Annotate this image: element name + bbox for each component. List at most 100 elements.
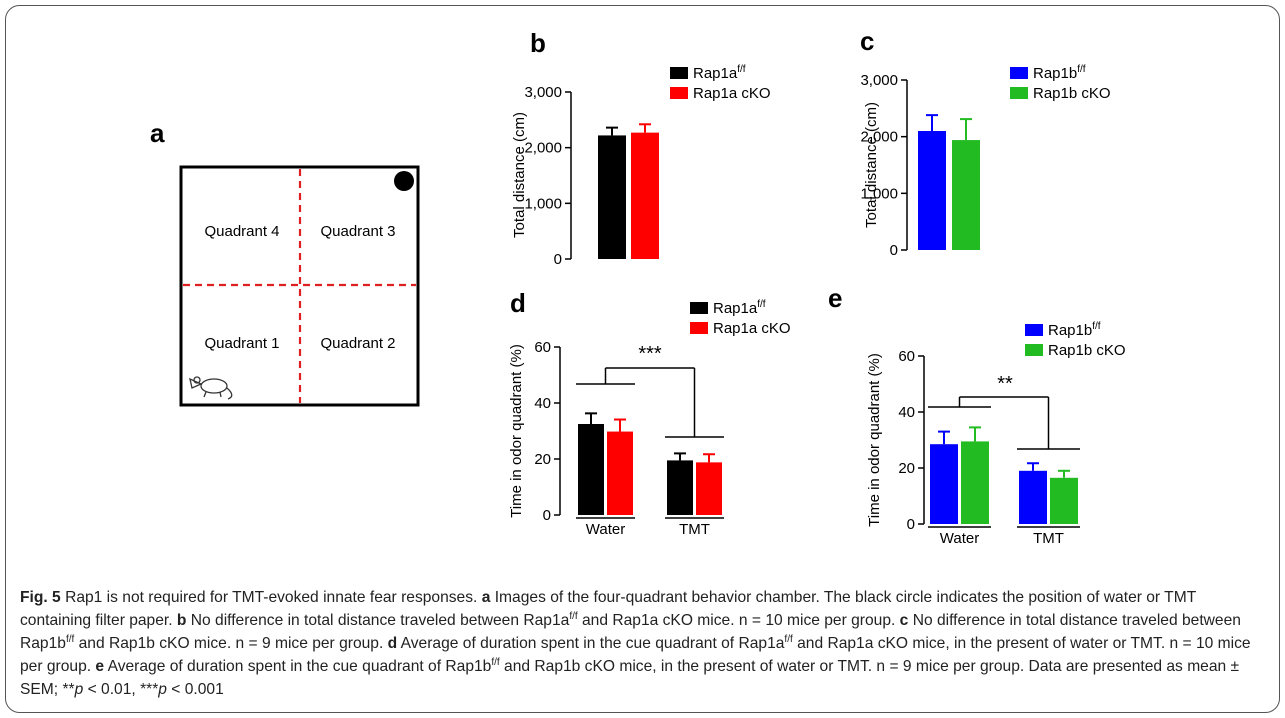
caption-text: < 0.01, *** [83, 681, 159, 698]
legend-name: Rap1a [713, 300, 758, 317]
caption-text: f/f [569, 610, 578, 622]
y-tick-label: 1,000 [860, 185, 898, 202]
y-tick-label: 2,000 [524, 140, 562, 157]
legend-label: Rap1b cKO [1033, 85, 1111, 102]
caption-text: f/f [65, 633, 75, 645]
x-tick-label: TMT [1033, 530, 1064, 547]
y-axis-label: Time in odor quadrant (%) [866, 353, 883, 527]
bar [598, 135, 626, 259]
x-tick-label: Water [940, 530, 979, 547]
y-axis-label: Total distance (cm) [863, 102, 880, 228]
y-tick-label: 20 [898, 460, 915, 477]
bar [930, 444, 958, 524]
legend-swatch [1010, 87, 1028, 99]
legend-swatch [670, 67, 688, 79]
legend-superscript: f/f [1092, 321, 1101, 332]
panel-label: d [510, 288, 526, 318]
caption-text: No difference in total distance traveled… [20, 612, 1241, 652]
chamber [179, 165, 420, 407]
panel-label: b [530, 28, 546, 58]
caption-text: Average of duration spent in the cue qua… [397, 635, 785, 652]
bar [578, 424, 604, 515]
bar [1050, 477, 1078, 524]
legend-swatch [690, 302, 708, 314]
caption-text: f/f [784, 633, 793, 645]
x-tick-label: TMT [679, 521, 710, 538]
bar [918, 131, 946, 250]
caption-text: a [481, 589, 491, 606]
panel-label: a [150, 118, 165, 148]
y-tick-label: 0 [907, 516, 915, 533]
legend-swatch [690, 322, 708, 334]
bar [1019, 470, 1047, 524]
legend-swatch [670, 87, 688, 99]
legend-name: Rap1a [693, 65, 738, 82]
caption-text: e [95, 658, 105, 675]
caption-text: Rap1 is not required for TMT-evoked inna… [60, 589, 482, 606]
y-tick-label: 40 [898, 404, 915, 421]
caption-text: No difference in total distance traveled… [186, 612, 570, 629]
legend-superscript: f/f [737, 64, 746, 75]
legend-label: Rap1a cKO [713, 320, 791, 337]
caption: Fig. 5 Rap1 is not required for TMT-evok… [20, 586, 1265, 701]
frame [5, 5, 1280, 713]
panel-label: e [828, 283, 842, 313]
caption-text: d [387, 635, 398, 652]
caption-text: < 0.001 [166, 681, 224, 698]
caption-text: p [158, 681, 167, 698]
legend-name: Rap1b cKO [1033, 85, 1111, 102]
significance-label: *** [638, 343, 662, 365]
legend-swatch [1025, 344, 1043, 356]
legend-label: Rap1af/f [693, 64, 746, 82]
quadrant-label: Quadrant 4 [204, 223, 279, 240]
y-tick-label: 2,000 [860, 129, 898, 146]
y-tick-label: 60 [534, 339, 551, 356]
caption-text: and Rap1a cKO mice. n = 10 mice per grou… [577, 612, 900, 629]
legend-swatch [1025, 324, 1043, 336]
bar [961, 441, 989, 524]
legend-swatch [1010, 67, 1028, 79]
y-tick-label: 0 [554, 251, 562, 268]
y-tick-label: 20 [534, 451, 551, 468]
y-tick-label: 40 [534, 395, 551, 412]
caption-text: c [899, 612, 909, 629]
bar [952, 140, 980, 250]
significance-label: ** [997, 373, 1013, 395]
quadrant-label: Quadrant 2 [320, 335, 395, 352]
caption-text: and Rap1b cKO mice, in the present of wa… [20, 658, 1240, 698]
bar [631, 132, 659, 259]
y-axis-label: Time in odor quadrant (%) [508, 344, 525, 518]
y-tick-label: 1,000 [524, 195, 562, 212]
y-tick-label: 0 [543, 507, 551, 524]
legend-name: Rap1b [1033, 65, 1077, 82]
legend-label: Rap1bf/f [1048, 321, 1101, 339]
legend-label: Rap1b cKO [1048, 342, 1126, 359]
bar [667, 460, 693, 515]
legend-superscript: f/f [757, 299, 766, 310]
y-tick-label: 0 [890, 242, 898, 259]
legend-label: Rap1af/f [713, 299, 766, 317]
mouse-icon [189, 376, 233, 400]
caption-text: p [74, 681, 84, 698]
filter-paper [394, 171, 414, 191]
caption-text: Fig. 5 [20, 589, 61, 606]
legend-label: Rap1bf/f [1033, 64, 1086, 82]
y-tick-label: 3,000 [860, 72, 898, 89]
caption-text: f/f [491, 656, 500, 668]
legend-name: Rap1a cKO [713, 320, 791, 337]
caption-text: b [176, 612, 187, 629]
caption-text: Average of duration spent in the cue qua… [104, 658, 492, 675]
legend-superscript: f/f [1077, 64, 1086, 75]
caption-text: and Rap1a cKO mice, in the present of wa… [20, 635, 1251, 675]
quadrant-label: Quadrant 3 [320, 223, 395, 240]
legend-label: Rap1a cKO [693, 85, 771, 102]
legend-name: Rap1b [1048, 322, 1092, 339]
x-tick-label: Water [586, 521, 625, 538]
panel-label: c [860, 26, 874, 56]
y-tick-label: 60 [898, 348, 915, 365]
y-axis-label: Total distance (cm) [511, 112, 528, 238]
bar [696, 462, 722, 515]
y-tick-label: 3,000 [524, 84, 562, 101]
